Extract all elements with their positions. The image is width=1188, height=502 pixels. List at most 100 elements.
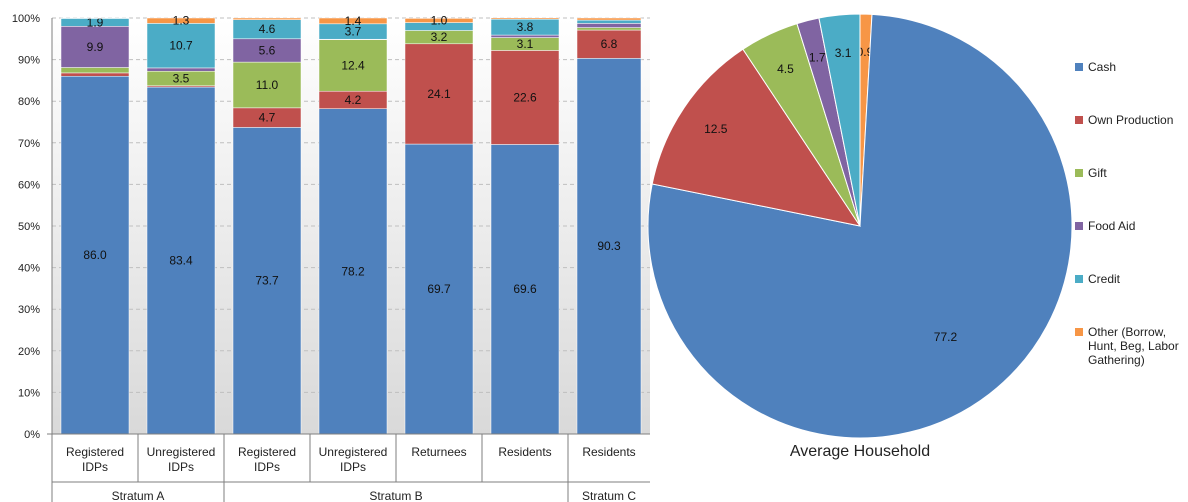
stacked-bars: 86.0 9.9 1.9 83.4 3.5 10.7 1.3 73.7 4.7 11.0 5.6 4.…	[60, 13, 642, 435]
pie-label: 4.5	[777, 62, 794, 76]
data-label: 1.3	[173, 14, 190, 28]
legend-item: Own Production	[1075, 113, 1173, 127]
bar-segment	[232, 17, 302, 20]
bar-segment	[146, 86, 216, 435]
bar-segment	[576, 17, 642, 21]
data-label: 73.7	[255, 274, 279, 288]
bar-segment	[576, 58, 642, 435]
bar-segment	[146, 67, 216, 72]
data-label: 3.7	[345, 25, 362, 39]
data-label: 83.4	[169, 254, 193, 268]
bar-segment	[60, 26, 130, 68]
data-label: 3.8	[517, 20, 534, 34]
bar-segment	[490, 144, 560, 435]
bar-segment	[576, 29, 642, 59]
bar-segment	[146, 17, 216, 24]
data-label: 4.6	[259, 22, 276, 36]
data-label: 4.7	[259, 111, 276, 125]
bar-segment	[146, 23, 216, 69]
data-label: 1.9	[87, 15, 104, 29]
legend-label: Own Production	[1088, 113, 1174, 127]
data-label: 11.0	[256, 78, 279, 92]
bar-segment	[318, 108, 388, 435]
x-tick-label: Returnees	[411, 445, 466, 459]
data-label: 3.5	[173, 72, 190, 86]
pie-label: 1.7	[809, 50, 826, 64]
data-label: 1.4	[345, 14, 362, 28]
x-tick-label: Registered IDPs	[66, 445, 124, 474]
group-label: Stratum C	[582, 489, 636, 502]
bar-segment	[490, 34, 560, 38]
data-label: 5.6	[259, 43, 276, 57]
bar-segment	[490, 17, 560, 20]
pie-title: Average Household	[789, 443, 931, 460]
data-label: 90.3	[597, 239, 621, 253]
group-label: Stratum B	[369, 489, 422, 502]
x-tick-label: Unregistered IDPs	[147, 445, 216, 474]
legend-swatch	[1075, 63, 1083, 71]
y-tick-label: 80%	[18, 96, 40, 108]
data-label: 86.0	[83, 248, 107, 262]
x-tick-label: Residents	[498, 445, 551, 459]
legend-swatch	[1075, 116, 1083, 124]
bar-segment	[60, 67, 130, 74]
y-tick-label: 60%	[18, 179, 40, 191]
bar-segment	[318, 17, 388, 25]
legend-label: Other (Borrow, Hunt, Beg, Labor Gatherin…	[1088, 325, 1179, 367]
x-tick-label: Residents	[582, 445, 635, 459]
bar-segment	[232, 61, 302, 109]
data-label: 1.0	[431, 13, 448, 27]
data-label: 4.2	[345, 93, 362, 107]
group-label: Stratum A	[112, 489, 165, 502]
y-tick-label: 90%	[18, 55, 40, 67]
data-label: 12.4	[341, 58, 365, 72]
pie-label: 77.2	[934, 330, 958, 344]
legend-item: Cash	[1075, 60, 1116, 74]
y-tick-label: 20%	[18, 346, 40, 358]
legend-swatch	[1075, 275, 1083, 283]
bar-segment	[576, 23, 642, 28]
data-label: 9.9	[87, 40, 104, 54]
bar-segment	[404, 18, 474, 23]
legend-swatch	[1075, 222, 1083, 230]
data-label: 78.2	[341, 264, 365, 278]
x-tick-label: Registered IDPs	[238, 445, 296, 474]
bar-segment	[60, 72, 130, 77]
data-label: 24.1	[427, 87, 451, 101]
x-tick-label: Unregistered IDPs	[319, 445, 388, 474]
y-tick-label: 10%	[18, 387, 40, 399]
bar-segment	[490, 50, 560, 145]
y-tick-label: 70%	[18, 138, 40, 150]
legend-label: Food Aid	[1088, 219, 1136, 233]
data-label: 10.7	[169, 39, 193, 53]
legend-label: Gift	[1088, 166, 1107, 180]
bar-segment	[576, 19, 642, 24]
bar-segment	[318, 39, 388, 92]
axes: 0% 10% 20% 30% 40% 50% 60% 70% 80% 90% 100% Registe…	[12, 13, 650, 502]
pie-slice	[818, 13, 861, 227]
pie-label: 12.5	[704, 122, 728, 136]
bar-segment	[404, 43, 474, 145]
y-tick-label: 0%	[24, 429, 40, 441]
data-label: 69.7	[427, 282, 451, 296]
legend-item: Credit	[1075, 272, 1120, 286]
y-tick-label: 50%	[18, 221, 40, 233]
y-tick-label: 30%	[18, 304, 40, 316]
data-label: 6.8	[601, 37, 618, 51]
data-label: 69.6	[513, 282, 537, 296]
bar-segment	[576, 27, 642, 31]
data-label: 22.6	[513, 90, 537, 104]
pie-slice	[651, 48, 862, 227]
data-label: 3.1	[517, 37, 534, 51]
pie-chart: 0.977.212.54.51.7 3.1	[647, 13, 1073, 439]
legend-item: Gift	[1075, 166, 1107, 180]
bar-segment	[404, 143, 474, 435]
legend-label: Credit	[1088, 272, 1121, 286]
y-tick-label: 100%	[12, 13, 40, 25]
y-tick-label: 40%	[18, 263, 40, 275]
legend-item: Other (Borrow, Hunt, Beg, Labor Gatherin…	[1075, 325, 1187, 367]
legend-item: Food Aid	[1075, 219, 1135, 233]
data-label: 3.2	[431, 30, 448, 44]
